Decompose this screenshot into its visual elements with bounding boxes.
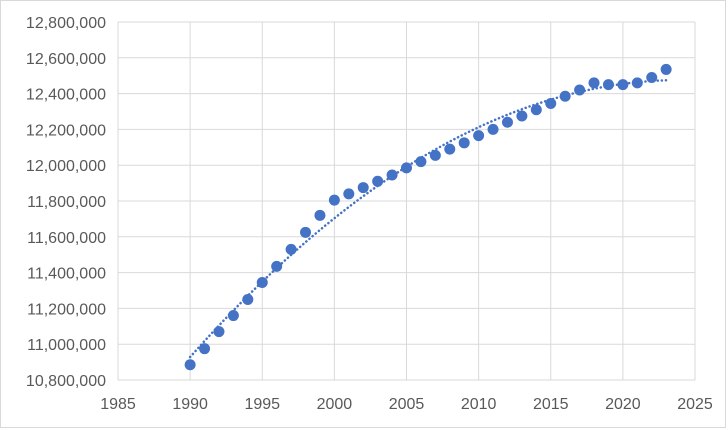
data-point: [300, 226, 312, 238]
trendline-path: [188, 79, 668, 359]
x-tick-label: 1990: [172, 396, 208, 413]
data-point: [328, 194, 340, 206]
data-point: [530, 104, 542, 116]
data-point: [660, 63, 672, 75]
data-point: [588, 77, 600, 89]
y-tick-label: 12,400,000: [26, 87, 106, 104]
data-point: [415, 156, 427, 168]
y-tick-label: 11,000,000: [27, 337, 106, 354]
x-tick-label: 2010: [461, 396, 497, 413]
data-point: [227, 310, 239, 322]
data-point: [487, 123, 499, 135]
data-point: [343, 188, 355, 200]
data-point: [458, 137, 470, 149]
trendline: [188, 79, 668, 359]
x-tick-label: 2015: [533, 396, 569, 413]
y-tick-label: 11,200,000: [27, 301, 106, 318]
data-point: [372, 175, 384, 187]
data-point: [631, 77, 643, 89]
y-tick-label: 12,800,000: [26, 15, 106, 32]
y-tick-label: 12,600,000: [26, 51, 106, 68]
data-point: [473, 130, 485, 142]
x-tick-label: 2000: [317, 396, 353, 413]
x-tick-label: 2005: [389, 396, 425, 413]
y-tick-label: 11,600,000: [27, 230, 106, 247]
data-point: [545, 97, 557, 109]
data-point: [357, 182, 369, 194]
x-tick-label: 2025: [677, 396, 713, 413]
data-point: [501, 116, 513, 128]
data-point: [184, 359, 196, 371]
y-tick-label: 12,200,000: [26, 122, 106, 139]
y-tick-label: 10,800,000: [26, 373, 106, 390]
data-point: [444, 143, 456, 155]
data-point: [574, 84, 586, 96]
data-point: [386, 169, 398, 181]
data-point: [314, 209, 326, 221]
x-tick-label: 2020: [605, 396, 641, 413]
gridlines: [117, 21, 696, 381]
y-tick-label: 12,000,000: [26, 158, 106, 175]
y-tick-label: 11,400,000: [27, 266, 106, 283]
data-point: [271, 260, 283, 272]
data-point: [559, 90, 571, 102]
data-points: [184, 63, 672, 371]
data-point: [242, 293, 254, 305]
data-point: [213, 326, 225, 338]
data-point: [516, 110, 528, 122]
data-point: [401, 162, 412, 174]
data-point: [602, 79, 614, 91]
data-point: [617, 79, 629, 91]
y-tick-label: 11,800,000: [27, 194, 106, 211]
data-point: [429, 149, 441, 161]
x-tick-label: 1995: [244, 396, 280, 413]
data-point: [646, 71, 658, 83]
x-tick-label: 1985: [100, 396, 136, 413]
data-point: [285, 243, 297, 255]
x-axis-tick-labels: 1985 1990 1995 2000 2005 2010 2015 2020 2025: [100, 396, 713, 413]
y-axis-tick-labels: 10,800,000 11,000,000 11,200,000 11,400,000…: [26, 15, 106, 390]
data-point: [256, 276, 268, 288]
data-point: [199, 343, 211, 355]
